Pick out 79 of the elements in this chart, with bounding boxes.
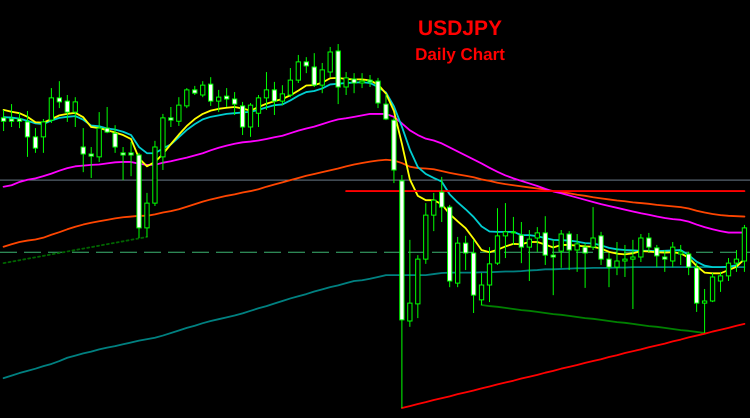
candlestick: [320, 62, 325, 94]
candlestick: [312, 52, 317, 88]
candlestick: [526, 230, 532, 282]
candlestick: [288, 68, 294, 98]
candlestick: [16, 112, 22, 129]
candlestick: [280, 84, 286, 106]
candlestick: [80, 128, 86, 173]
candlestick: [56, 80, 62, 109]
candlestick: [702, 288, 708, 334]
candlestick: [574, 234, 580, 272]
candlestick: [184, 88, 190, 109]
candlestick: [176, 96, 182, 126]
candlestick: [486, 246, 492, 303]
candlestick: [200, 80, 206, 98]
candlestick: [351, 72, 357, 94]
chart-title: USDJPY: [419, 20, 502, 36]
candlestick: [550, 239, 556, 296]
candlestick: [240, 101, 246, 136]
candlestick: [367, 74, 373, 88]
candlestick: [431, 192, 436, 232]
candlestick: [272, 81, 278, 116]
candlestick: [120, 146, 126, 181]
candlestick: [248, 102, 254, 138]
candlestick: [534, 226, 540, 252]
candlestick: [614, 242, 620, 276]
candlestick: [128, 141, 134, 177]
candlestick: [662, 250, 668, 272]
candlestick: [32, 128, 38, 154]
candlestick: [216, 89, 222, 113]
candlestick: [0, 109, 6, 132]
candlestick: [224, 88, 230, 108]
candlestick: [88, 146, 94, 178]
candlestick: [112, 124, 118, 154]
candlestick: [40, 118, 46, 154]
candlestick: [64, 94, 70, 122]
candlestick: [622, 244, 628, 278]
candlestick: [375, 77, 381, 109]
chart-subtitle: Daily Chart: [416, 48, 505, 64]
candlestick: [168, 106, 174, 128]
candlestick: [304, 56, 309, 74]
candlestick: [542, 216, 548, 266]
candlestick: [718, 271, 724, 292]
candlestick: [208, 76, 214, 106]
candlestick: [296, 54, 301, 84]
candlestick: [566, 230, 572, 271]
candlestick: [582, 242, 588, 288]
candlestick: [359, 72, 365, 89]
candlestick: [8, 104, 14, 128]
candlestick: [598, 231, 604, 266]
candlestick: [590, 206, 596, 251]
candlestick: [104, 106, 110, 134]
candlestick: [462, 235, 468, 271]
candlestick: [24, 110, 30, 158]
candlestick: [407, 239, 413, 328]
candlestick: [630, 239, 636, 310]
candlestick: [558, 230, 564, 268]
candlestick: [726, 258, 732, 282]
candlestick: [606, 252, 612, 288]
candlestick: [439, 176, 444, 223]
candlestick: [638, 234, 644, 263]
candlestick: [232, 92, 238, 116]
candlestick: [670, 242, 676, 268]
candlestick: [518, 222, 524, 264]
candlestick: [502, 202, 508, 259]
candlestick: [510, 216, 516, 246]
candlestick: [48, 88, 54, 124]
candlestick: [478, 272, 484, 306]
candlestick: [686, 251, 692, 276]
candlestick: [256, 94, 262, 128]
candlestick: [383, 93, 389, 121]
candlestick: [72, 96, 78, 128]
candlestick: [328, 46, 333, 78]
candlestick: [678, 244, 684, 266]
candlestick: [734, 250, 740, 272]
candlestick: [646, 232, 652, 252]
candlestick: [343, 72, 349, 96]
candlestick: [264, 72, 270, 110]
candlestick: [192, 85, 198, 96]
candlestick: [654, 244, 660, 268]
